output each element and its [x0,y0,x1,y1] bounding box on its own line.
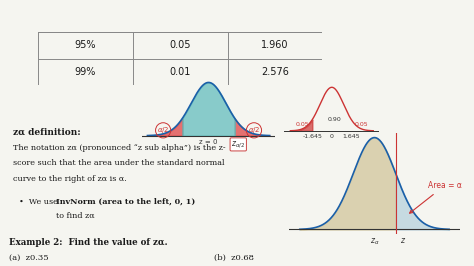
Text: $z_\alpha$: $z_\alpha$ [370,236,379,247]
Text: 1.960: 1.960 [261,40,289,50]
Text: (a)  z0.35: (a) z0.35 [9,254,49,262]
Text: 0: 0 [330,134,334,139]
Text: 2.576: 2.576 [261,67,289,77]
Text: 99%: 99% [74,67,96,77]
Text: $\alpha/2$: $\alpha/2$ [248,125,260,135]
Text: 0.01: 0.01 [169,67,191,77]
Text: •  We use: • We use [19,197,60,206]
Text: 1.645: 1.645 [343,134,360,139]
Text: curve to the right of zα is α.: curve to the right of zα is α. [13,175,127,183]
Text: 0.05: 0.05 [295,122,309,127]
Text: -1.645: -1.645 [302,134,322,139]
Text: (b)  z0.68: (b) z0.68 [214,254,254,262]
Text: to find zα: to find zα [56,212,94,220]
Text: z = 0: z = 0 [199,139,218,145]
Text: $z_{\alpha/2}$: $z_{\alpha/2}$ [231,139,245,150]
Text: The notation zα (pronounced “z sub alpha”) is the z-: The notation zα (pronounced “z sub alpha… [13,144,226,152]
Text: zα definition:: zα definition: [13,128,81,137]
Text: Area = α: Area = α [410,181,462,213]
Text: score such that the area under the standard normal: score such that the area under the stand… [13,159,225,167]
Text: 0.90: 0.90 [327,117,341,122]
Text: Example 2:  Find the value of zα.: Example 2: Find the value of zα. [9,238,168,247]
Text: 95%: 95% [74,40,96,50]
Text: $\alpha/2$: $\alpha/2$ [157,125,169,135]
Text: z: z [400,236,404,246]
Text: 0.05: 0.05 [355,122,368,127]
Text: InvNorm (area to the left, 0, 1): InvNorm (area to the left, 0, 1) [56,197,195,206]
Text: 0.05: 0.05 [169,40,191,50]
